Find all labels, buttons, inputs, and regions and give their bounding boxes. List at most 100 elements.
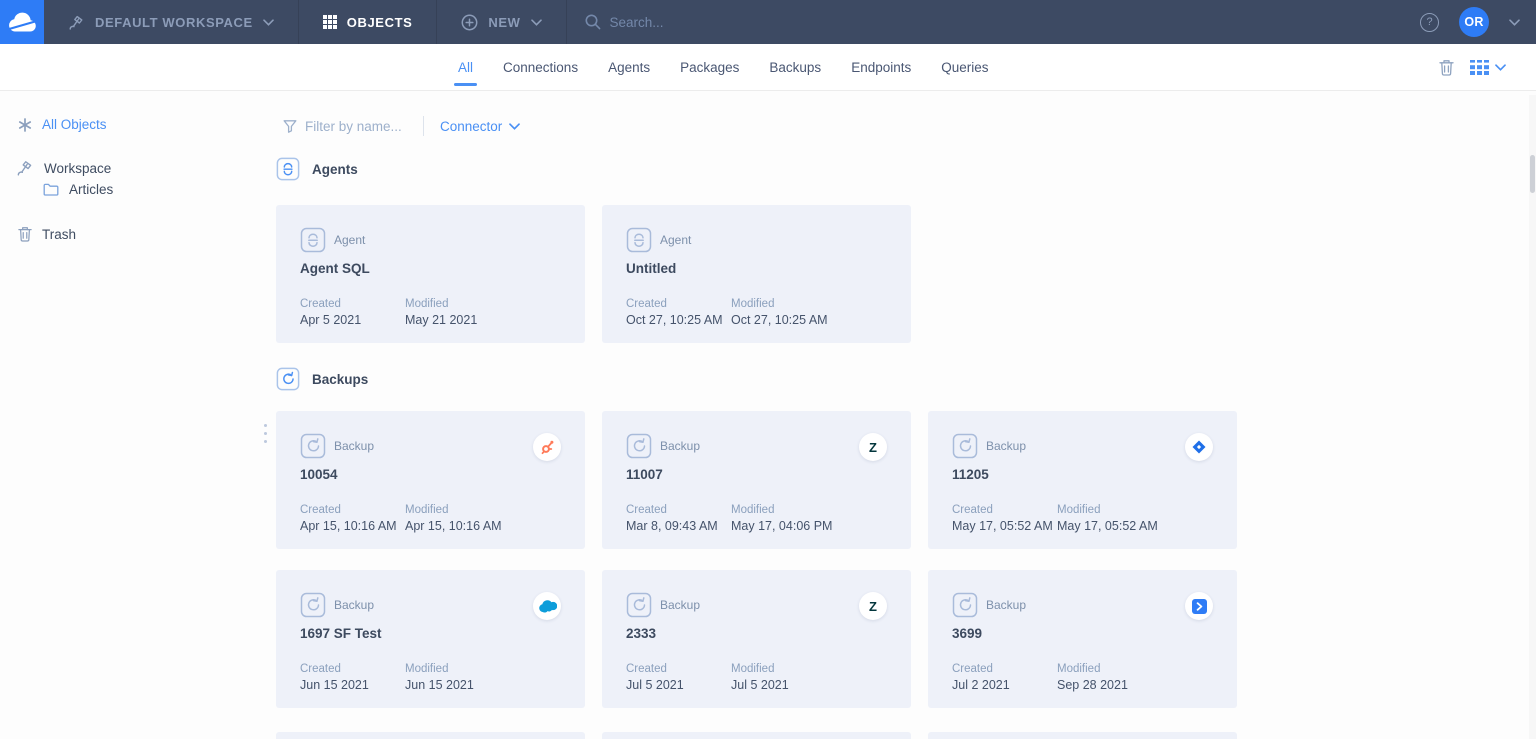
app-logo[interactable] — [0, 0, 44, 44]
created-value: May 17, 05:52 AM — [952, 519, 1053, 533]
modified-value: Apr 15, 10:16 AM — [405, 519, 502, 533]
modified-column: Modified May 21 2021 — [405, 298, 477, 327]
delete-trash-icon[interactable] — [1439, 59, 1454, 76]
name-filter-input[interactable] — [305, 118, 417, 134]
modified-label: Modified — [405, 504, 449, 516]
modified-label: Modified — [405, 298, 449, 310]
created-label: Created — [300, 298, 341, 310]
card-type-label: Backup — [660, 439, 701, 453]
created-label: Created — [300, 504, 341, 516]
arrow-connector-icon — [1185, 592, 1213, 620]
tab-all[interactable]: All — [453, 44, 478, 90]
search-input[interactable] — [609, 14, 910, 30]
divider — [423, 116, 424, 136]
backup-card[interactable] — [928, 732, 1237, 739]
card-title: 10054 — [300, 467, 338, 482]
tab-queries[interactable]: Queries — [941, 59, 989, 75]
panel-drag-handle[interactable] — [264, 424, 267, 443]
modified-column: Modified Jul 5 2021 — [731, 663, 789, 692]
card-type-label: Backup — [986, 439, 1027, 453]
created-column: Created Jul 2 2021 — [952, 663, 1010, 692]
created-column: Created Mar 8, 09:43 AM — [626, 504, 718, 533]
main-content: Connector Agents — [0, 95, 1536, 739]
workspace-label: DEFAULT WORKSPACE — [95, 14, 253, 30]
backup-card-icon — [952, 592, 978, 618]
created-label: Created — [952, 504, 993, 516]
sidebar-item-label: Articles — [69, 182, 114, 197]
help-icon[interactable]: ? — [1420, 12, 1439, 32]
backup-card[interactable] — [602, 732, 911, 739]
diamond-connector-icon — [1185, 433, 1213, 461]
tab-agents[interactable]: Agents — [608, 59, 651, 75]
top-navbar: DEFAULT WORKSPACE OBJECTS NEW — [0, 0, 1536, 44]
tab-connections[interactable]: Connections — [503, 59, 579, 75]
backup-card[interactable]: Backup 3699 Created Jul 2 2021 Modified … — [928, 570, 1237, 708]
created-column: Created May 17, 05:52 AM — [952, 504, 1053, 533]
created-column: Created Apr 5 2021 — [300, 298, 361, 327]
modified-label: Modified — [1057, 504, 1101, 516]
created-value: Apr 5 2021 — [300, 313, 362, 327]
modified-column: Modified Sep 28 2021 — [1057, 663, 1128, 692]
sidebar-item-label: Trash — [42, 226, 77, 242]
modified-column: Modified Jun 15 2021 — [405, 663, 474, 692]
created-label: Created — [626, 663, 667, 675]
workspace-switcher[interactable]: DEFAULT WORKSPACE — [44, 0, 299, 44]
tab-endpoints[interactable]: Endpoints — [851, 59, 912, 75]
connector-filter-dropdown[interactable]: Connector — [440, 119, 521, 134]
agent-card[interactable]: Agent Agent SQL Created Apr 5 2021 Modif… — [276, 205, 585, 343]
backup-card[interactable]: Backup 10054 Created Apr 15, 10:16 AM Mo… — [276, 411, 585, 549]
objects-tabbar: All Connections Agents Packages Backups … — [0, 44, 1536, 91]
backup-card[interactable]: Backup 11205 Created May 17, 05:52 AM Mo… — [928, 411, 1237, 549]
avatar[interactable]: OR — [1459, 7, 1489, 37]
sidebar-item-all-objects[interactable]: All Objects — [18, 117, 107, 132]
created-column: Created Jun 15 2021 — [300, 663, 369, 692]
backup-card[interactable]: Backup Z 11007 Created Mar 8, 09:43 AM M… — [602, 411, 911, 549]
card-view-switcher[interactable] — [1470, 59, 1506, 75]
created-value: Apr 15, 10:16 AM — [300, 519, 397, 533]
backup-card[interactable]: Backup Z 2333 Created Jul 5 2021 Modifie… — [602, 570, 911, 708]
created-label: Created — [626, 298, 667, 310]
nav-new-button[interactable]: NEW — [437, 0, 567, 44]
card-type-label: Agent — [334, 233, 366, 247]
new-label: NEW — [488, 14, 521, 30]
created-column: Created Oct 27, 10:25 AM — [626, 298, 723, 327]
tab-packages[interactable]: Packages — [680, 59, 740, 75]
modified-column: Modified May 17, 05:52 AM — [1057, 504, 1158, 533]
created-value: Jul 2 2021 — [952, 678, 1010, 692]
zendesk-icon: Z — [859, 592, 887, 620]
zendesk-icon: Z — [859, 433, 887, 461]
section-title: Backups — [312, 371, 369, 387]
nav-objects-button[interactable]: OBJECTS — [299, 0, 438, 44]
sidebar-item-trash[interactable]: Trash — [18, 226, 76, 242]
card-head: Backup — [952, 592, 1026, 618]
modified-label: Modified — [731, 663, 775, 675]
backup-card[interactable] — [276, 732, 585, 739]
card-type-label: Agent — [660, 233, 692, 247]
modified-value: May 17, 04:06 PM — [731, 519, 833, 533]
agent-card[interactable]: Agent Untitled Created Oct 27, 10:25 AM … — [602, 205, 911, 343]
backups-cards-row-partial — [276, 732, 1237, 739]
chevron-down-icon — [262, 18, 274, 26]
sidebar-item-articles[interactable]: Articles — [43, 182, 113, 197]
scrollbar-thumb[interactable] — [1530, 155, 1535, 193]
created-value: Jun 15 2021 — [300, 678, 369, 692]
workspace-lamp-icon — [68, 14, 85, 31]
modified-label: Modified — [731, 504, 775, 516]
backup-card[interactable]: Backup 1697 SF Test Created Jun 15 2021 … — [276, 570, 585, 708]
card-title: 11205 — [952, 467, 989, 482]
modified-column: Modified Oct 27, 10:25 AM — [731, 298, 828, 327]
modified-label: Modified — [405, 663, 449, 675]
sidebar-item-workspace[interactable]: Workspace — [16, 159, 111, 177]
salesforce-icon — [533, 592, 561, 620]
card-title: 2333 — [626, 626, 657, 641]
sidebar-item-label: Workspace — [44, 160, 112, 176]
card-head: Agent — [626, 227, 691, 253]
tab-backups[interactable]: Backups — [769, 59, 822, 75]
tabs: All Connections Agents Packages Backups … — [453, 44, 989, 90]
agent-card-icon — [626, 227, 652, 253]
modified-value: May 21 2021 — [405, 313, 478, 327]
modified-value: Jun 15 2021 — [405, 678, 474, 692]
workspace-lamp-icon — [16, 159, 34, 177]
plus-circle-icon — [461, 14, 478, 31]
chevron-down-icon[interactable] — [1509, 18, 1520, 26]
